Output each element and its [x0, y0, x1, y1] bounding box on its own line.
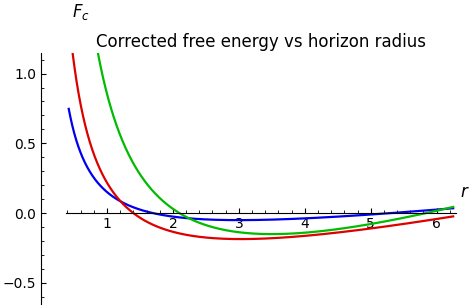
Text: $F_c$: $F_c$ [72, 2, 90, 22]
Title: Corrected free energy vs horizon radius: Corrected free energy vs horizon radius [96, 33, 426, 51]
Text: $r$: $r$ [460, 183, 470, 201]
